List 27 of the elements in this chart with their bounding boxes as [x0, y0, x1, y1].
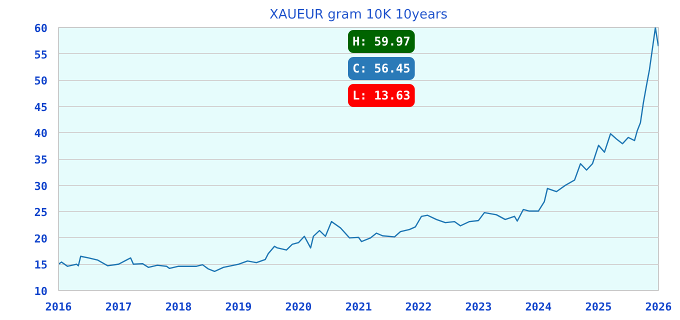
- annotation: C: 56.45: [352, 62, 410, 76]
- x-tick-label: 2020: [285, 300, 312, 314]
- line-series: [58, 28, 658, 272]
- y-tick-label: 55: [34, 48, 48, 62]
- y-tick-label: 10: [34, 285, 48, 298]
- x-tick-label: 2022: [405, 300, 432, 314]
- annotation: L: 13.63: [352, 88, 410, 102]
- x-tick-label: 2018: [165, 300, 192, 314]
- x-tick-label: 2016: [45, 300, 72, 314]
- annotation: H: 59.97: [352, 34, 410, 48]
- y-tick-label: 45: [34, 100, 48, 114]
- x-tick-label: 2023: [465, 300, 492, 314]
- x-tick-label: 2024: [525, 300, 552, 314]
- x-tick-label: 2019: [225, 300, 252, 314]
- y-tick-label: 50: [34, 74, 48, 88]
- y-tick-label: 35: [34, 154, 48, 166]
- y-tick-label: 30: [34, 180, 48, 193]
- x-tick-label: 2017: [105, 300, 132, 314]
- y-tick-label: 20: [34, 232, 48, 246]
- x-tick-label: 2025: [585, 300, 612, 314]
- y-tick-label: 40: [34, 127, 48, 140]
- x-tick-label: 2026: [645, 300, 672, 314]
- chart-title: XAUEUR gram 10K 10years: [269, 8, 448, 22]
- y-tick-label: 15: [34, 258, 48, 272]
- y-tick-label: 25: [34, 206, 48, 220]
- y-tick-label: 60: [34, 22, 48, 35]
- x-tick-label: 2021: [345, 300, 372, 314]
